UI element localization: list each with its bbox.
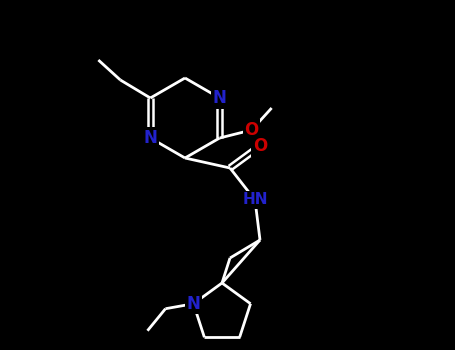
Text: N: N: [212, 89, 227, 107]
Text: O: O: [253, 137, 267, 155]
Text: HN: HN: [242, 193, 268, 208]
Text: N: N: [187, 295, 200, 313]
Text: N: N: [143, 129, 157, 147]
Text: O: O: [244, 121, 259, 139]
